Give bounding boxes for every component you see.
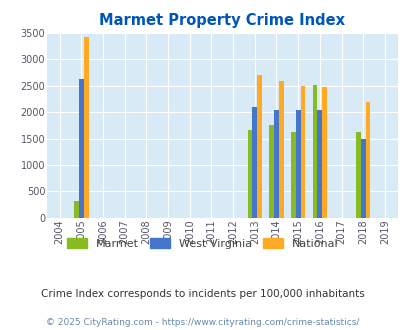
Bar xyxy=(79,80,83,218)
Bar xyxy=(83,37,88,218)
Bar xyxy=(364,102,369,218)
Bar xyxy=(252,107,256,218)
Bar xyxy=(273,110,278,218)
Legend: Marmet, West Virginia, National: Marmet, West Virginia, National xyxy=(63,234,342,253)
Bar xyxy=(269,125,273,218)
Bar xyxy=(256,75,261,218)
Title: Marmet Property Crime Index: Marmet Property Crime Index xyxy=(99,13,344,28)
Bar xyxy=(317,110,322,218)
Bar xyxy=(74,201,79,218)
Bar xyxy=(312,85,317,218)
Bar xyxy=(355,132,360,218)
Text: Crime Index corresponds to incidents per 100,000 inhabitants: Crime Index corresponds to incidents per… xyxy=(41,289,364,299)
Bar xyxy=(278,81,283,218)
Text: © 2025 CityRating.com - https://www.cityrating.com/crime-statistics/: © 2025 CityRating.com - https://www.city… xyxy=(46,318,359,327)
Bar xyxy=(300,86,305,218)
Bar xyxy=(290,132,295,218)
Bar xyxy=(360,139,364,218)
Bar xyxy=(247,130,252,218)
Bar xyxy=(322,87,326,218)
Bar xyxy=(295,110,300,218)
